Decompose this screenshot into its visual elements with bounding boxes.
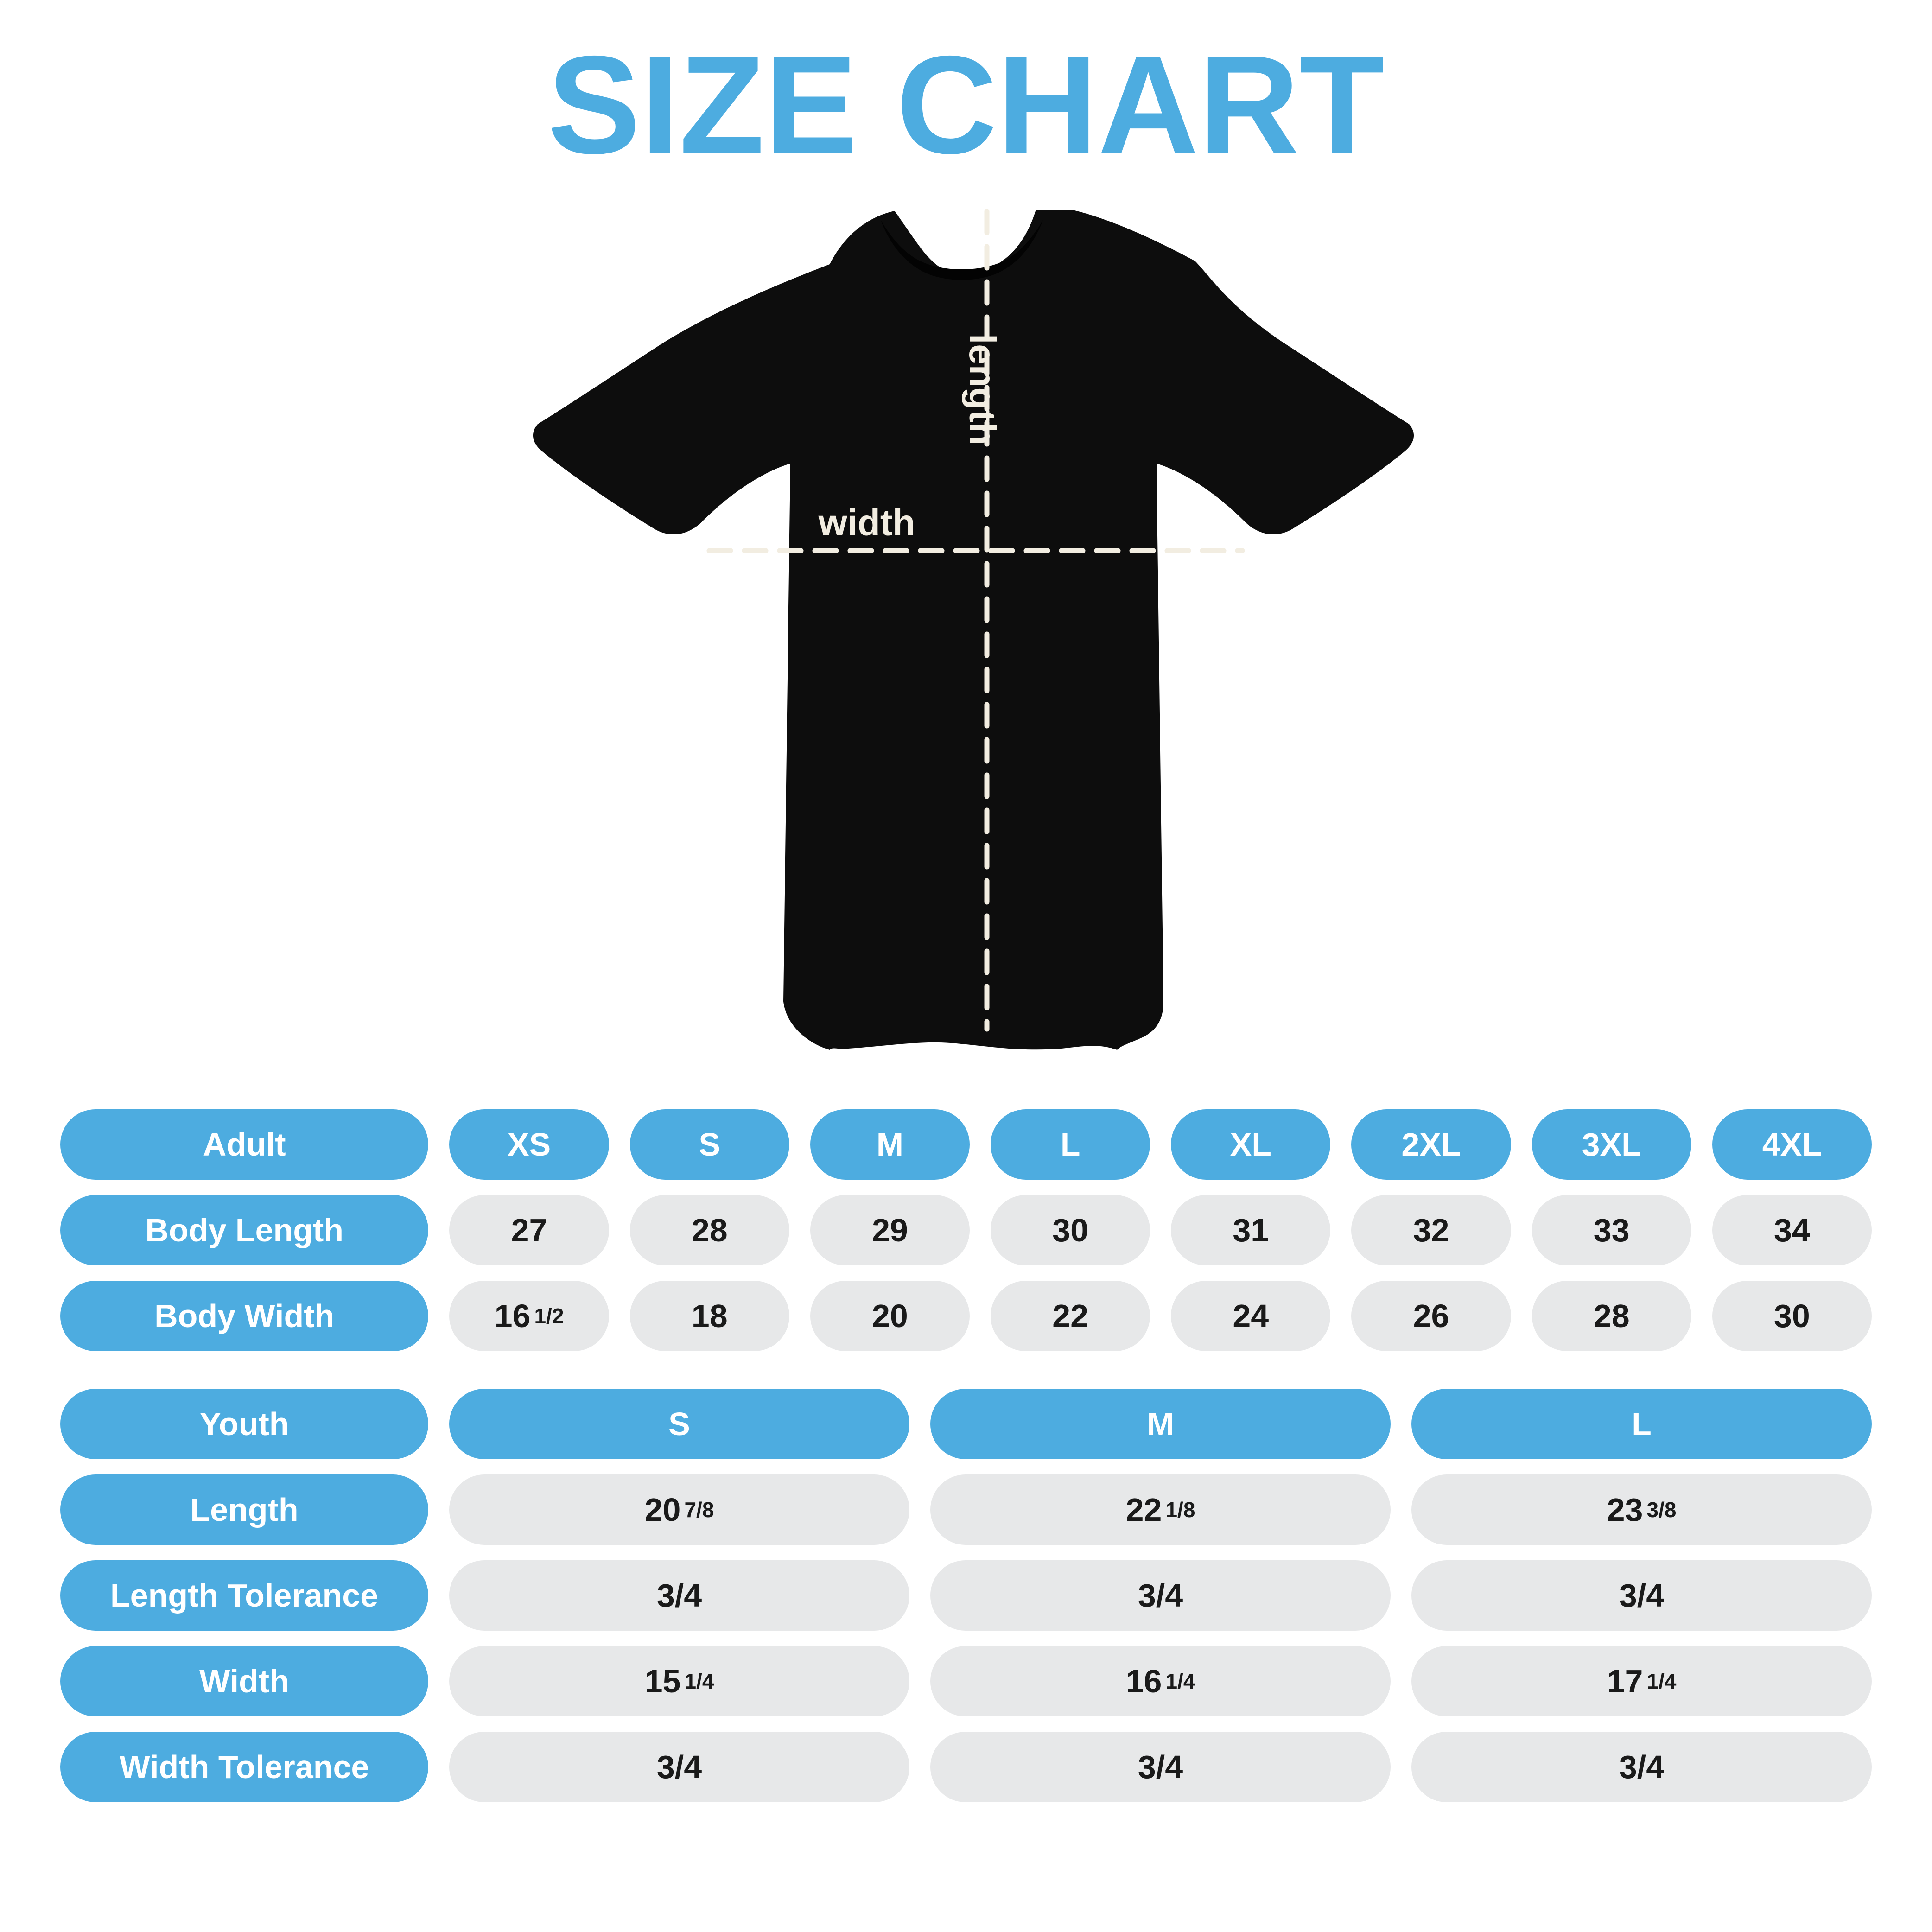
svg-text:width: width <box>818 502 915 543</box>
